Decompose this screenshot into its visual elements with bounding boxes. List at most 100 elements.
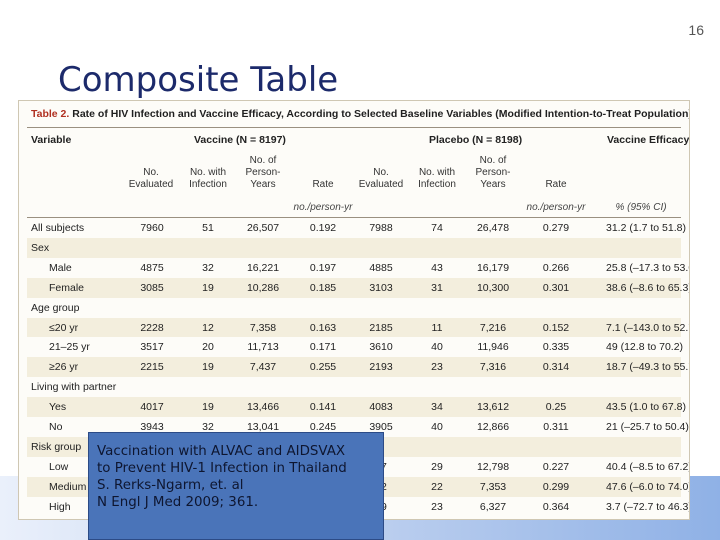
row-label: Medium: [49, 480, 87, 493]
table-cell: 10,286: [246, 281, 280, 294]
table-cell: 0.197: [309, 261, 337, 274]
row-label: Female: [49, 281, 85, 294]
placebo-infection-header: No. with Infection: [418, 167, 456, 190]
table-cell: 4017: [140, 401, 164, 414]
efficacy-unit: % (95% CI): [615, 202, 667, 213]
citation-line-2: to Prevent HIV-1 Infection in Thailand: [97, 461, 347, 476]
table-cell: 0.255: [309, 361, 337, 374]
table-row: [27, 397, 681, 417]
table-cell: 49 (12.8 to 70.2): [606, 341, 684, 354]
citation-line-4: N Engl J Med 2009; 361.: [97, 495, 259, 510]
vaccine-evaluated-header: No. Evaluated: [128, 167, 174, 190]
citation-line-3: S. Rerks-Ngarm, et. al: [97, 478, 244, 493]
table-cell: 0.245: [309, 421, 337, 433]
table-cell: 40.4 (–8.5 to 67.2): [606, 460, 690, 473]
table-cell: 3610: [369, 341, 393, 354]
table-cell: 32: [202, 421, 214, 433]
table-cell: 7,316: [479, 361, 507, 374]
table-cell: 11,713: [247, 341, 279, 354]
table-cell: 3943: [140, 421, 164, 433]
placebo-person-years-header: No. of Person-Years: [475, 155, 511, 190]
table-cell: 31.2 (1.7 to 51.8): [606, 222, 686, 234]
table-cell: 29: [431, 460, 443, 473]
table-cell: 19: [202, 281, 214, 294]
table-cell: 6,327: [479, 500, 507, 513]
table-cell: 3103: [369, 281, 393, 294]
table-cell: 18.7 (–49.3 to 55.7): [606, 361, 690, 374]
table-cell: 0.185: [309, 281, 337, 294]
vaccine-person-years-header: No. of Person-Years: [245, 155, 281, 190]
table-cell: 2228: [140, 321, 164, 334]
table-cell: 21 (–25.7 to 50.4): [606, 421, 689, 433]
table-cell: 12,798: [476, 460, 510, 473]
table-cell: 0.314: [542, 361, 570, 374]
table-cell: 0.25: [545, 401, 567, 414]
table-cell: 0.163: [309, 321, 337, 334]
group-label: Age group: [31, 301, 80, 314]
table-cell: 7988: [369, 222, 393, 234]
table-cell: 7960: [140, 222, 164, 234]
table-cell: 4885: [369, 261, 393, 274]
citation-box: Vaccination with ALVAC and AIDSVAX to Pr…: [88, 432, 384, 540]
row-label: High: [49, 500, 71, 513]
group-label: Living with partner: [31, 381, 117, 394]
table-cell: 2185: [369, 321, 393, 334]
table-cell: 3517: [140, 341, 164, 354]
row-label: All subjects: [31, 222, 85, 234]
vaccine-infection-header: No. with Infection: [189, 167, 227, 190]
table-cell: 16,221: [246, 261, 280, 274]
group-header-row: [27, 298, 681, 318]
table-cell: 0.301: [542, 281, 570, 294]
table-cell: 23: [431, 500, 443, 513]
table-cell: 7,358: [249, 321, 277, 334]
table-cell: 51: [202, 222, 214, 234]
table-cell: 26,478: [476, 222, 510, 234]
table-cell: 0.266: [542, 261, 570, 274]
table-row: [27, 357, 681, 378]
table-row: [27, 277, 681, 298]
table-cell: 38.6 (–8.6 to 65.3): [606, 281, 690, 294]
table-cell: 0.192: [309, 222, 337, 234]
placebo-header: Placebo (N = 8198): [429, 134, 523, 146]
table-cell: 0.171: [309, 341, 337, 354]
row-label: ≥26 yr: [49, 361, 79, 374]
table-cell: 13,041: [246, 421, 280, 433]
placebo-rate-header: Rate: [545, 179, 567, 190]
table-cell: 0.335: [542, 341, 570, 354]
table-cell: 32: [202, 261, 214, 274]
table-cell: 13,466: [246, 401, 280, 414]
table-cell: 43: [431, 261, 443, 274]
table-cell: 40: [431, 341, 443, 354]
table-cell: 11,946: [477, 341, 509, 354]
table-cell: 10,300: [476, 281, 510, 294]
table-cell: 7,353: [479, 480, 507, 493]
table-cell: 22: [431, 480, 443, 493]
row-label: 21–25 yr: [49, 341, 90, 354]
table-title: Table 2. Rate of HIV Infection and Vacci…: [31, 108, 690, 120]
table-cell: 40: [431, 421, 443, 433]
table-cell: 25.8 (–17.3 to 53.0): [606, 261, 690, 274]
table-title-lead: Table 2.: [31, 108, 70, 120]
table-cell: 3905: [369, 421, 393, 433]
group-header-row: [27, 377, 681, 397]
row-label: No: [49, 421, 63, 433]
row-label: Male: [49, 261, 72, 274]
table-cell: 13,612: [476, 401, 510, 414]
table-cell: 26,507: [246, 222, 280, 234]
table-cell: 31: [431, 281, 443, 294]
table-cell: 7,216: [479, 321, 507, 334]
vaccine-rate-header: Rate: [312, 179, 334, 190]
table-title-text: Rate of HIV Infection and Vaccine Effica…: [72, 108, 690, 120]
variable-header: Variable: [31, 134, 72, 146]
table-cell: 11: [431, 321, 443, 334]
vaccine-header: Vaccine (N = 8197): [194, 134, 286, 146]
table-top-rule: [27, 127, 681, 128]
table-cell: 3.7 (–72.7 to 46.3): [606, 500, 690, 513]
table-cell: 43.5 (1.0 to 67.8): [606, 401, 686, 414]
table-cell: 19: [202, 361, 214, 374]
page-number: 16: [688, 22, 704, 38]
table-cell: 74: [431, 222, 443, 234]
table-cell: 3085: [140, 281, 164, 294]
table-cell: 0.279: [542, 222, 570, 234]
table-cell: 0.311: [543, 421, 569, 433]
